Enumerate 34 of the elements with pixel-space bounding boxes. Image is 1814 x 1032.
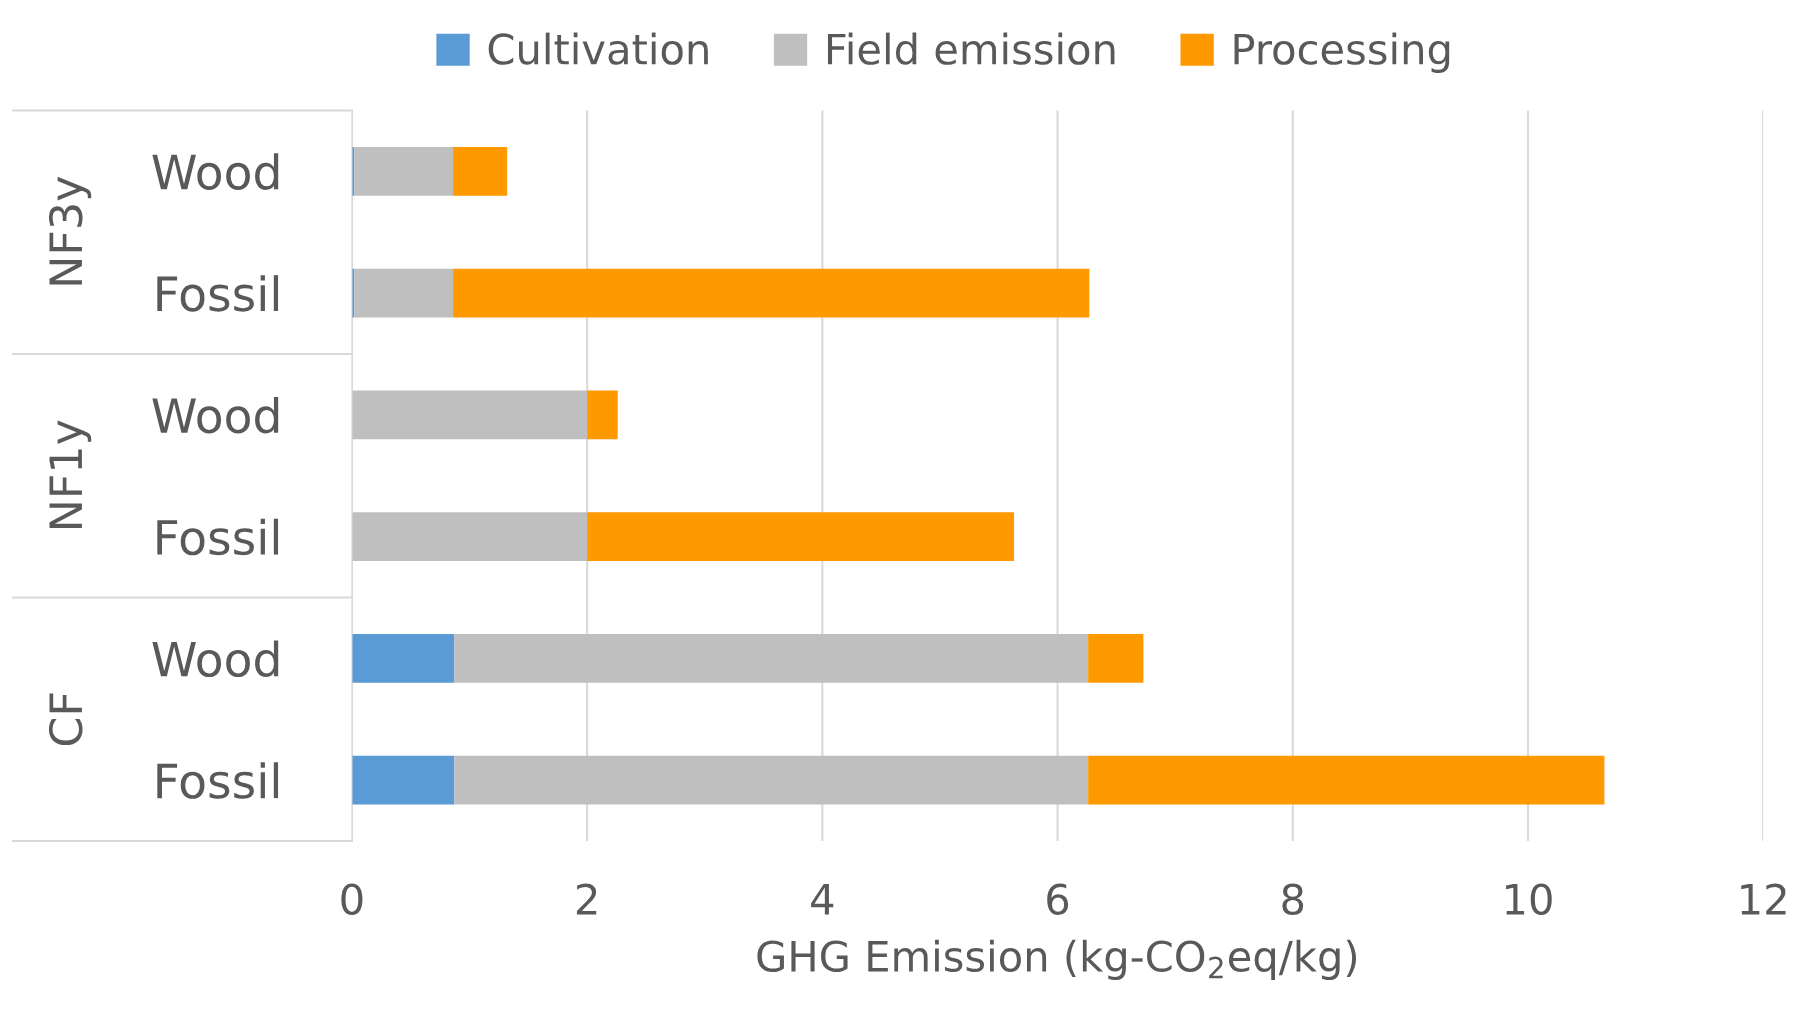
y-tick-label: Fossil	[157, 518, 279, 556]
text: NF3y	[48, 176, 92, 285]
legend-label: Processing	[1234, 32, 1450, 73]
legend-label: Cultivation	[488, 32, 708, 65]
bar	[351, 634, 455, 683]
x-tick-label: 8	[1282, 883, 1304, 915]
y-tick-label: Wood	[152, 153, 279, 190]
y-tick-label: Fossil	[157, 275, 279, 312]
text: CF	[48, 693, 83, 746]
bar	[354, 146, 454, 196]
y-tick-label: Fossil	[157, 762, 279, 799]
x-tick-label: 10	[1506, 883, 1552, 915]
bar	[354, 268, 454, 318]
bar	[454, 755, 1089, 805]
x-axis-title: GHG Emission (kg-CO$_{2}$eq/kg)	[757, 939, 1357, 981]
legend-label: Field emission	[827, 32, 1115, 65]
x-tick-label: 0	[341, 883, 363, 915]
bar	[1088, 755, 1605, 805]
bar	[587, 390, 618, 440]
bar	[351, 390, 588, 440]
bar	[351, 755, 455, 805]
x-tick-label: 4	[811, 884, 834, 915]
bar	[453, 268, 1090, 318]
bar	[453, 146, 508, 196]
x-tick-label: 2	[576, 883, 597, 915]
bar	[454, 634, 1089, 683]
bar	[1088, 634, 1144, 683]
text: NF1y	[49, 420, 92, 529]
x-tick-label: 12	[1741, 883, 1786, 915]
bar	[587, 512, 1015, 561]
bar	[351, 512, 588, 561]
x-tick-label: 6	[1047, 883, 1069, 915]
y-tick-label: Wood	[152, 640, 279, 678]
y-tick-label: Wood	[152, 396, 279, 434]
